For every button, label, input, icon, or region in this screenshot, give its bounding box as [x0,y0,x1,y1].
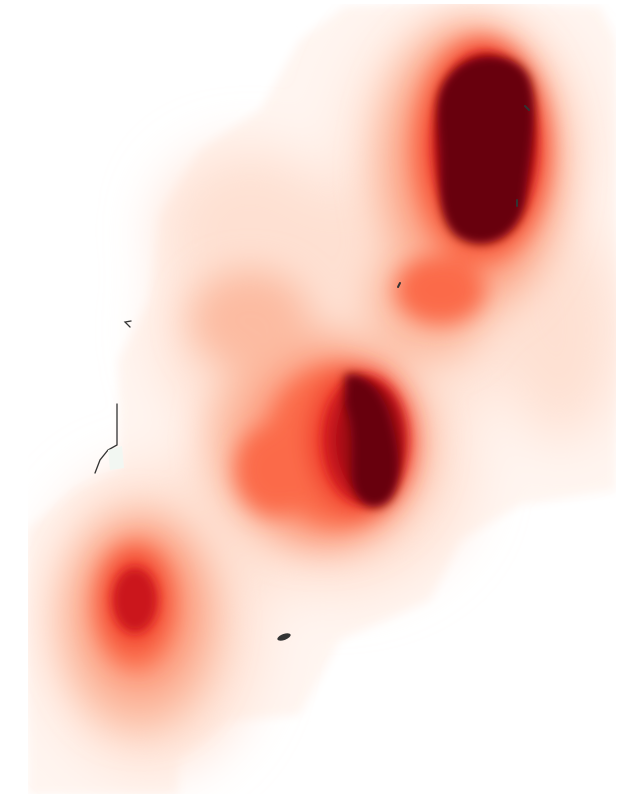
land-patch-west [108,446,124,470]
central-core [345,374,399,508]
islet-south [277,633,291,641]
islet-mark-north [397,282,401,288]
islet-mark-ne [524,105,530,111]
northeast-core [437,56,534,244]
coast-mark-west [123,320,132,328]
core-layer [345,56,534,508]
